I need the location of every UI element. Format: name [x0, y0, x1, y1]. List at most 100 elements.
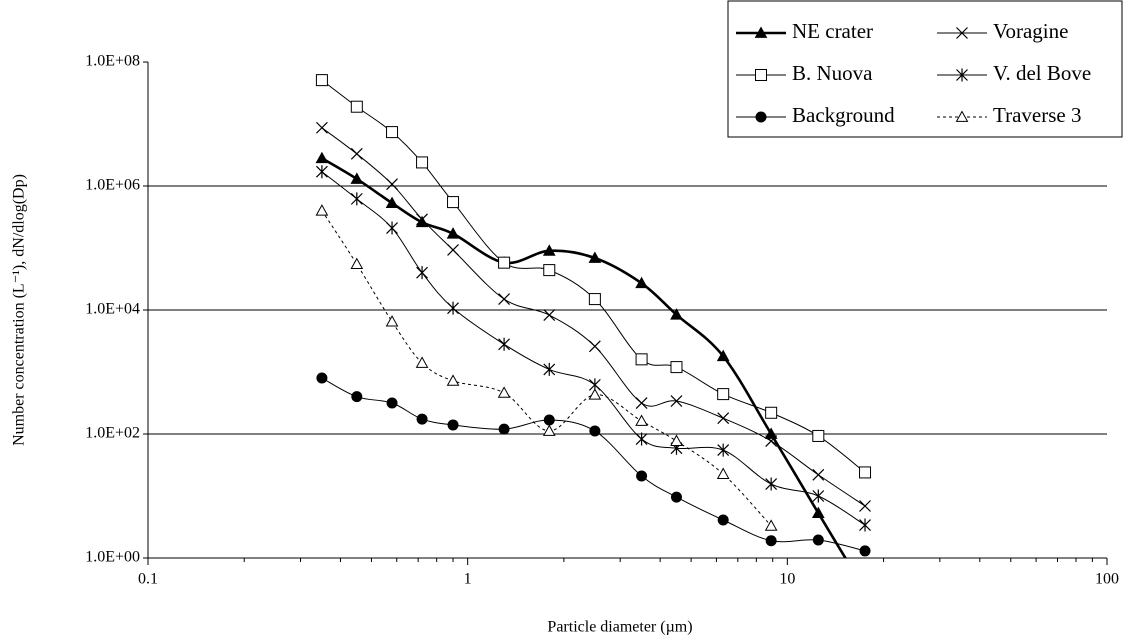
marker — [636, 470, 648, 482]
marker — [859, 518, 871, 532]
marker — [859, 545, 871, 557]
y-tick-label: 1.0E+08 — [85, 53, 140, 70]
marker — [543, 309, 556, 321]
marker — [812, 489, 825, 503]
marker — [447, 301, 459, 315]
marker — [498, 337, 511, 351]
marker — [635, 414, 648, 426]
marker — [315, 165, 328, 179]
legend-label: Traverse 3 — [993, 103, 1081, 127]
marker — [315, 74, 328, 87]
marker — [415, 356, 429, 368]
marker — [754, 26, 768, 38]
marker — [350, 100, 363, 113]
legend-box — [727, 0, 1123, 138]
marker — [670, 491, 682, 503]
marker — [543, 264, 556, 277]
marker — [811, 506, 825, 518]
marker — [447, 419, 459, 431]
marker — [350, 147, 363, 160]
marker — [859, 500, 871, 512]
marker — [717, 514, 729, 526]
marker — [350, 192, 363, 206]
legend-label: NE crater — [792, 19, 873, 43]
marker — [315, 204, 329, 216]
marker — [385, 196, 399, 208]
marker — [717, 443, 730, 457]
marker — [717, 388, 730, 401]
marker — [956, 68, 968, 82]
marker — [498, 256, 511, 269]
marker — [717, 412, 730, 425]
marker — [765, 477, 778, 491]
y-axis-label: Number concentration (L⁻¹), dN/dlog(Dp) — [11, 174, 28, 446]
marker — [386, 178, 398, 191]
marker — [543, 414, 555, 426]
marker — [670, 361, 683, 374]
marker — [670, 308, 683, 320]
marker — [635, 397, 648, 409]
marker — [860, 585, 871, 595]
marker — [755, 69, 767, 81]
marker — [765, 535, 777, 547]
marker — [859, 466, 872, 479]
marker — [385, 315, 399, 327]
marker — [415, 215, 429, 228]
marker — [446, 227, 460, 239]
marker — [416, 156, 429, 169]
marker — [765, 435, 778, 447]
legend-label: Background — [792, 103, 895, 127]
marker — [716, 467, 730, 479]
marker — [416, 213, 428, 226]
marker — [764, 519, 778, 531]
plot-area — [315, 74, 872, 595]
legend-label: B. Nuova — [792, 61, 873, 85]
marker — [955, 110, 969, 122]
marker — [716, 349, 730, 362]
x-tick-label: 0.1 — [138, 571, 158, 588]
marker — [635, 276, 648, 289]
marker — [764, 427, 778, 439]
marker — [386, 397, 398, 409]
marker — [315, 151, 329, 164]
x-axis-label: Particle diameter (µm) — [547, 619, 692, 636]
marker — [316, 372, 328, 384]
marker — [350, 257, 364, 269]
marker — [635, 353, 648, 366]
marker — [497, 386, 511, 398]
y-tick-label: 1.0E+00 — [85, 549, 140, 566]
marker — [542, 424, 556, 436]
marker — [350, 172, 364, 184]
marker — [812, 468, 825, 481]
marker — [812, 429, 825, 442]
marker — [386, 221, 398, 235]
series-line — [321, 377, 866, 552]
x-tick-label: 10 — [779, 571, 795, 588]
marker — [447, 196, 460, 209]
marker — [446, 374, 460, 386]
marker — [416, 413, 428, 425]
marker — [670, 395, 683, 407]
marker — [588, 388, 602, 400]
marker — [498, 423, 510, 435]
marker — [498, 293, 511, 306]
marker — [670, 434, 683, 446]
marker — [543, 362, 556, 376]
marker — [812, 534, 824, 546]
marker — [956, 27, 968, 39]
legend: NE crater Voragine B. Nuova V. del Bove Back… — [727, 0, 1123, 138]
marker — [755, 111, 767, 123]
marker — [542, 244, 556, 256]
marker — [447, 244, 459, 256]
marker — [589, 425, 601, 437]
legend-label: Voragine — [993, 19, 1068, 43]
y-tick-label: 1.0E+02 — [85, 425, 140, 442]
series-line — [321, 79, 866, 473]
marker — [351, 391, 363, 403]
legend-label: V. del Bove — [993, 61, 1091, 85]
series-line — [321, 157, 847, 558]
marker — [315, 121, 328, 134]
marker — [588, 293, 601, 306]
